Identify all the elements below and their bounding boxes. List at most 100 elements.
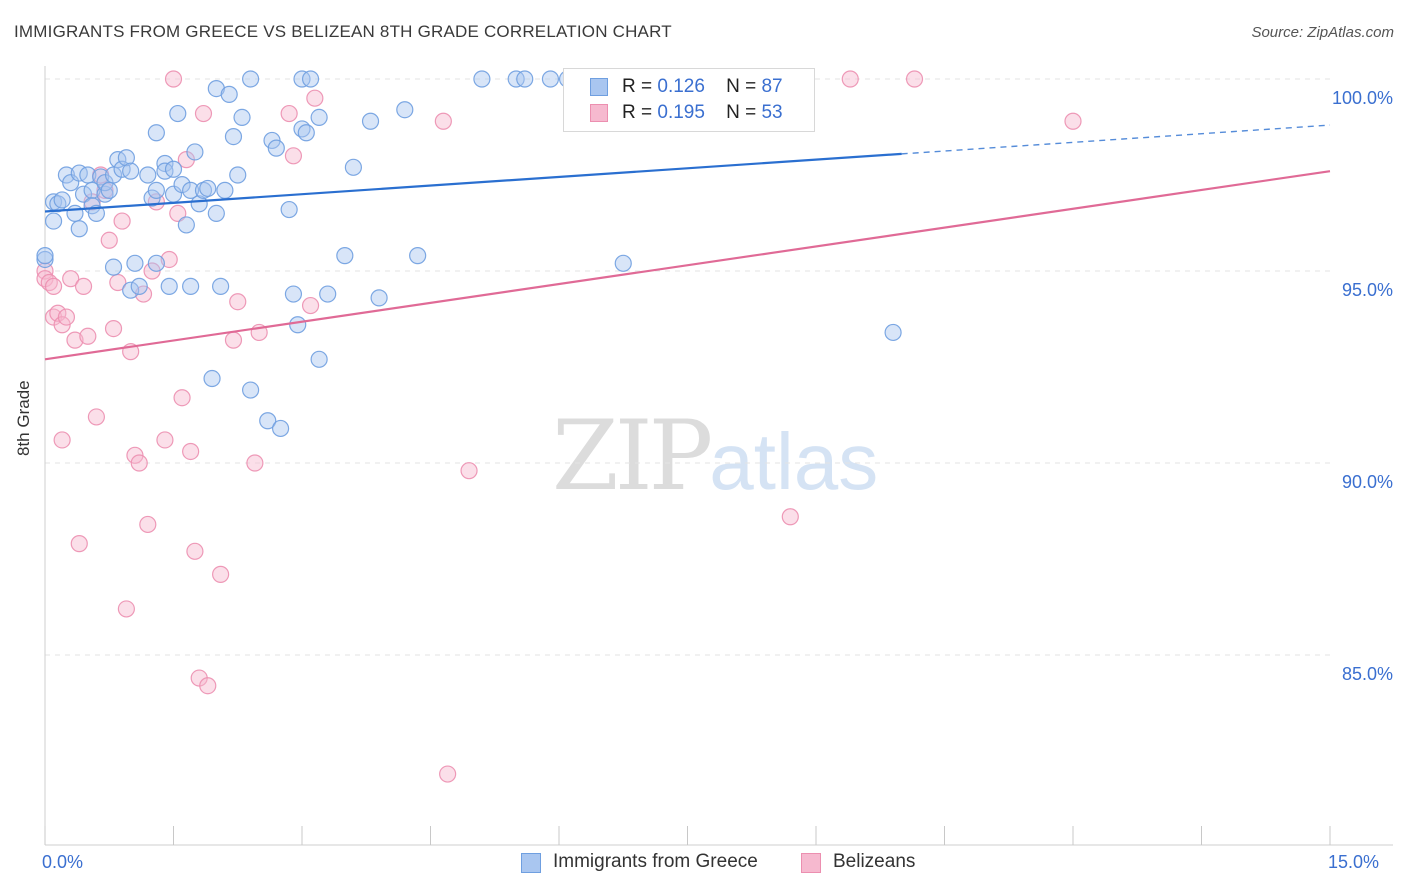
greece-point bbox=[396, 101, 414, 119]
belizeans-trend-line bbox=[44, 170, 1331, 361]
greece-point bbox=[614, 254, 632, 272]
greece-point bbox=[122, 162, 140, 180]
greece-point bbox=[164, 160, 183, 178]
n-label: N = bbox=[726, 76, 757, 97]
y-axis-label: 8th Grade bbox=[14, 380, 33, 456]
y-tick-labels: 100.0% 95.0% 90.0% 85.0% bbox=[1332, 88, 1393, 684]
belizeans-point bbox=[284, 147, 303, 165]
n-value-greece: 87 bbox=[761, 76, 783, 97]
belizeans-point bbox=[182, 442, 200, 461]
belizeans-point bbox=[229, 293, 247, 311]
y-tick-label: 85.0% bbox=[1342, 664, 1393, 684]
y-tick-label: 95.0% bbox=[1342, 280, 1393, 300]
greece-point bbox=[409, 247, 427, 265]
stats-legend: R = 0.126 N = 87 R = 0.195 N = 53 bbox=[563, 68, 815, 132]
belizeans-point bbox=[280, 104, 298, 123]
belizeans-point bbox=[439, 765, 457, 783]
greece-point bbox=[361, 112, 380, 130]
belizeans-points bbox=[36, 70, 1082, 783]
greece-point bbox=[271, 419, 290, 438]
belizeans-point bbox=[212, 565, 230, 583]
greece-point bbox=[319, 285, 337, 303]
belizeans-point bbox=[62, 270, 80, 288]
legend-label-belizeans: Belizeans bbox=[833, 851, 916, 872]
greece-point bbox=[62, 174, 80, 192]
greece-trend-line bbox=[44, 152, 902, 213]
greece-point bbox=[126, 254, 144, 272]
greece-swatch bbox=[590, 78, 608, 96]
belizeans-point bbox=[66, 331, 84, 349]
belizeans-point bbox=[53, 431, 71, 449]
greece-point bbox=[169, 104, 187, 123]
belizeans-point bbox=[246, 454, 264, 472]
greece-point bbox=[370, 289, 388, 307]
greece-point bbox=[233, 108, 251, 127]
belizeans-swatch bbox=[590, 104, 608, 122]
legend-label-greece: Immigrants from Greece bbox=[553, 851, 758, 872]
belizeans-point bbox=[301, 296, 320, 315]
chart-title: IMMIGRANTS FROM GREECE VS BELIZEAN 8TH G… bbox=[14, 22, 672, 41]
x-tick-max: 15.0% bbox=[1328, 852, 1380, 872]
watermark: ZIPatlas bbox=[552, 400, 878, 512]
greece-point bbox=[36, 247, 54, 265]
belizeans-point bbox=[74, 277, 93, 295]
greece-point bbox=[242, 381, 260, 399]
belizeans-point bbox=[130, 454, 148, 472]
belizeans-point bbox=[100, 231, 118, 249]
greece-point bbox=[44, 212, 63, 230]
greece-point bbox=[267, 139, 285, 157]
belizeans-point bbox=[70, 535, 88, 553]
belizeans-point bbox=[841, 70, 859, 88]
greece-point bbox=[122, 281, 140, 299]
greece-point bbox=[36, 250, 54, 269]
greece-point bbox=[207, 204, 225, 222]
greece-point bbox=[473, 70, 491, 88]
belizeans-legend-swatch bbox=[801, 853, 821, 873]
axes bbox=[44, 66, 1393, 846]
belizeans-point bbox=[44, 277, 63, 295]
greece-point bbox=[147, 124, 165, 142]
greece-legend-swatch bbox=[521, 853, 541, 873]
greece-point bbox=[104, 258, 123, 276]
belizeans-point bbox=[160, 250, 178, 269]
belizeans-point bbox=[57, 308, 76, 326]
greece-point bbox=[310, 108, 328, 127]
greece-point bbox=[203, 369, 221, 388]
greece-point bbox=[284, 285, 303, 303]
greece-point bbox=[259, 412, 277, 430]
r-value-greece: 0.126 bbox=[657, 76, 705, 97]
greece-point bbox=[74, 185, 93, 203]
r-label: R = bbox=[622, 102, 653, 123]
belizeans-point bbox=[117, 600, 135, 618]
r-value-belizeans: 0.195 bbox=[657, 102, 705, 123]
greece-point bbox=[212, 277, 230, 295]
n-label: N = bbox=[726, 102, 757, 123]
greece-point bbox=[280, 200, 298, 219]
belizeans-point bbox=[306, 89, 324, 107]
greece-point bbox=[289, 316, 307, 334]
greece-point bbox=[229, 166, 247, 184]
greece-trend-extension bbox=[901, 124, 1331, 155]
greece-point bbox=[117, 149, 135, 167]
belizeans-point bbox=[79, 327, 97, 345]
belizeans-point bbox=[186, 542, 204, 560]
greece-point bbox=[130, 277, 148, 295]
greece-point bbox=[182, 181, 200, 199]
greece-point bbox=[516, 70, 534, 88]
belizeans-point bbox=[139, 515, 157, 534]
belizeans-point bbox=[905, 70, 924, 88]
series-legend: Immigrants from Greece Belizeans bbox=[0, 850, 1406, 878]
greece-point bbox=[70, 220, 88, 238]
y-tick-label: 90.0% bbox=[1342, 472, 1393, 492]
trend-lines bbox=[44, 124, 1331, 361]
greece-point bbox=[216, 181, 234, 199]
greece-point bbox=[224, 128, 243, 146]
greece-point bbox=[66, 204, 84, 222]
x-tick-min: 0.0% bbox=[42, 852, 84, 872]
n-value-belizeans: 53 bbox=[761, 102, 783, 123]
belizeans-point bbox=[1064, 112, 1082, 130]
chart-source: Source: ZipAtlas.com bbox=[1251, 24, 1394, 41]
greece-point bbox=[182, 277, 200, 295]
greece-point bbox=[87, 204, 106, 222]
gridlines bbox=[45, 78, 1330, 656]
